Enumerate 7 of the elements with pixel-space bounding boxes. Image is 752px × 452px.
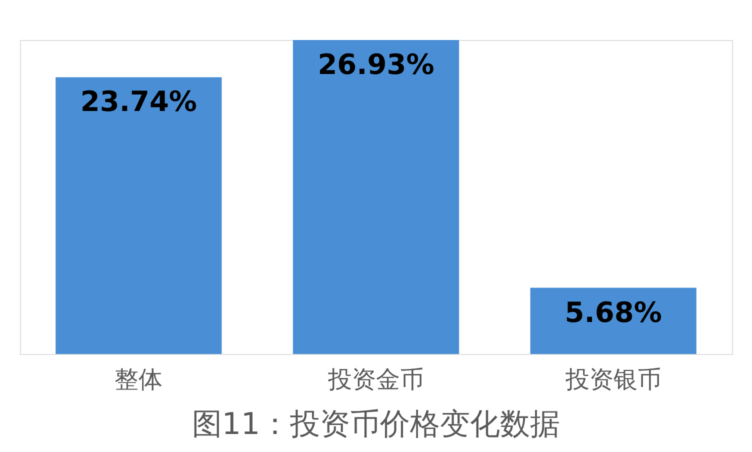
data-label: 5.68%: [564, 296, 662, 329]
data-label: 26.93%: [318, 48, 434, 81]
data-label: 23.74%: [80, 85, 197, 118]
text: 图11：投资币价格变化数据: [192, 407, 560, 442]
x-tick-label: 投资金币: [327, 366, 424, 394]
x-tick-label: 投资银币: [564, 366, 662, 394]
x-tick-label: 整体: [114, 366, 163, 394]
